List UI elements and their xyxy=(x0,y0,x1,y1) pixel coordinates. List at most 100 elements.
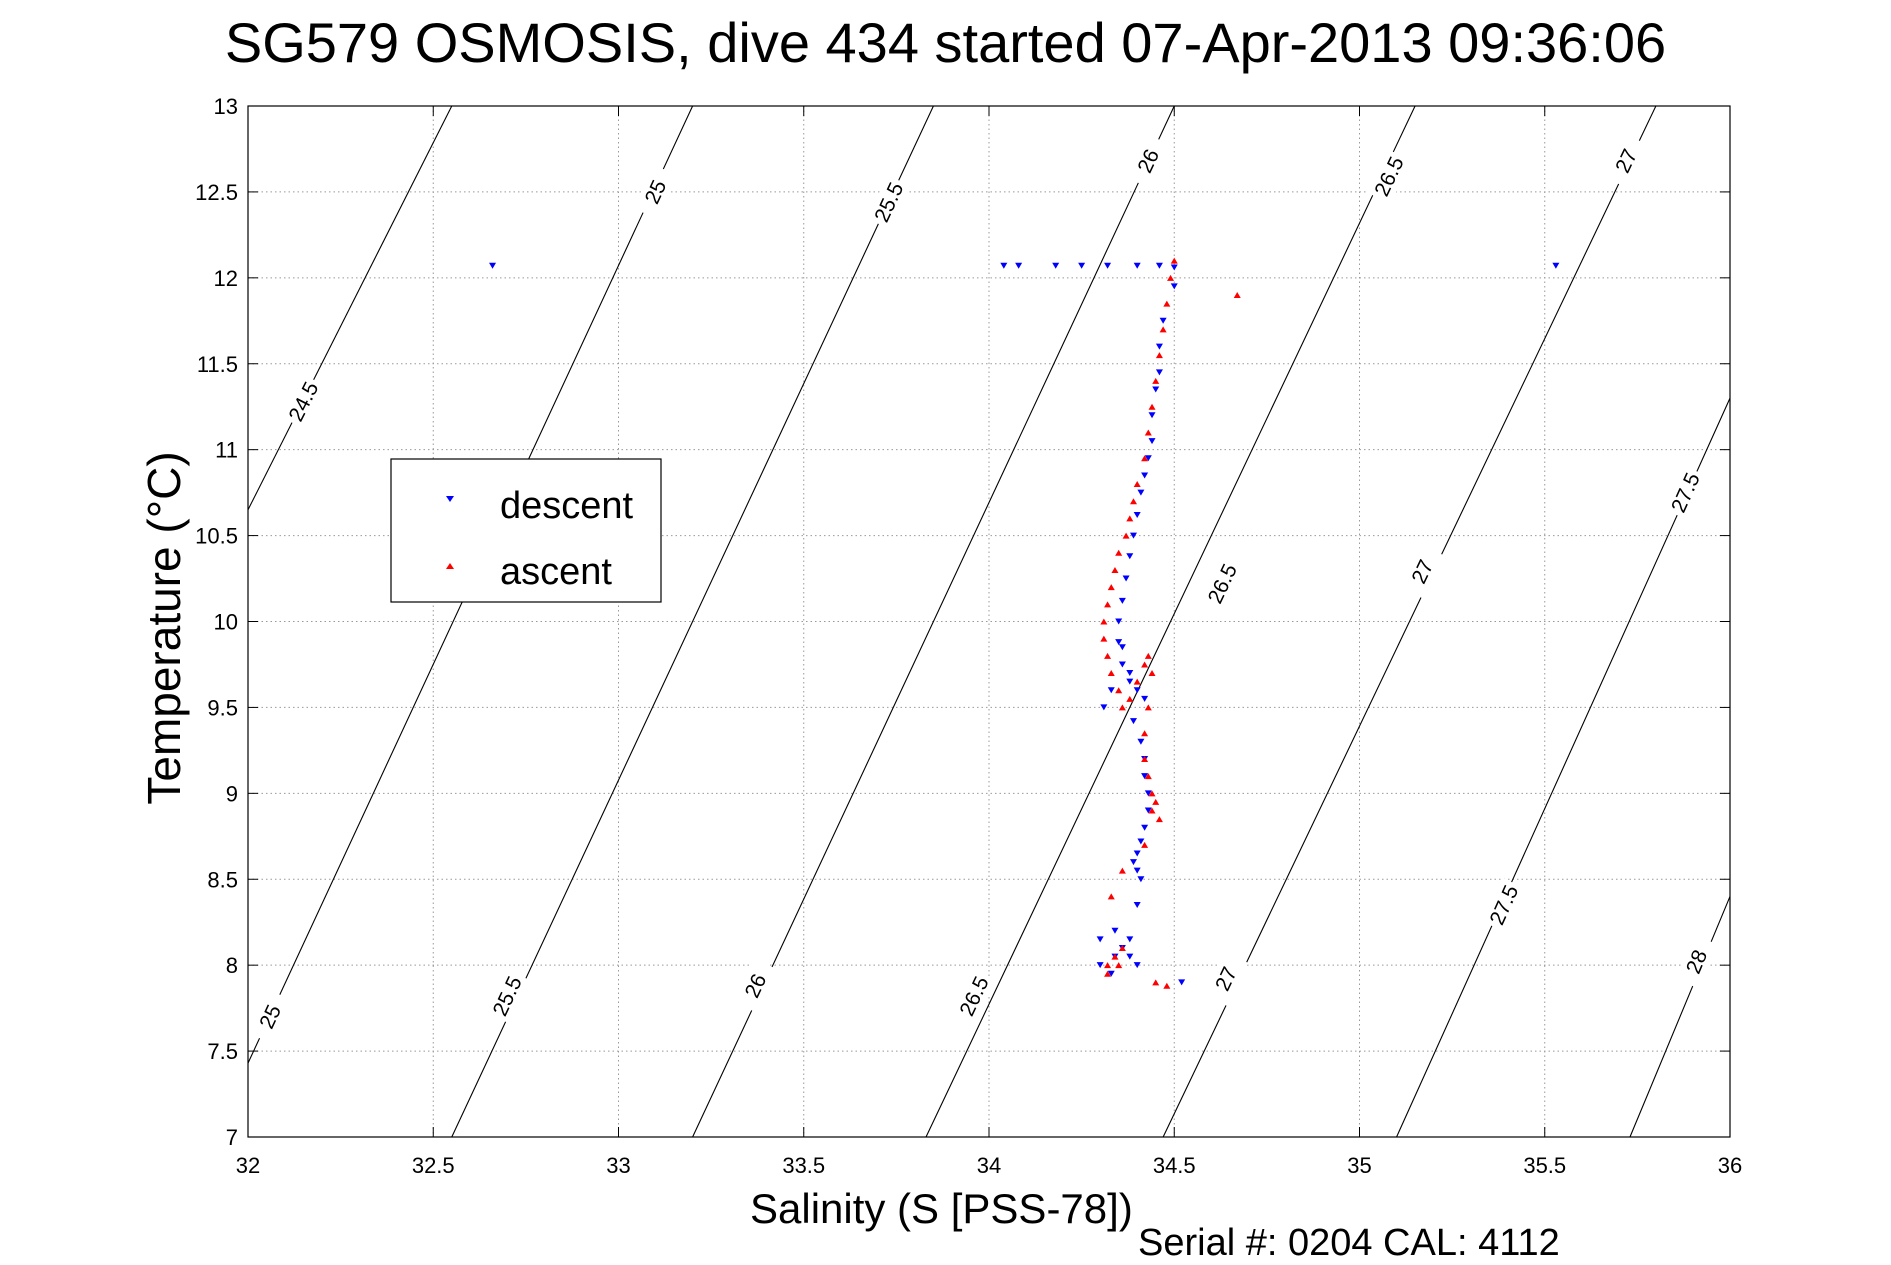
descent-point xyxy=(1133,902,1141,909)
contour-label-bg xyxy=(1400,544,1445,599)
ascent-point xyxy=(1167,274,1175,281)
density-contour-line xyxy=(1396,397,1731,1138)
descent-point xyxy=(1170,264,1178,271)
legend: descent ascent xyxy=(390,458,662,603)
descent-point xyxy=(1078,262,1086,269)
descent-point xyxy=(1133,867,1141,874)
descent-point xyxy=(1104,262,1112,269)
ascent-point xyxy=(1133,481,1141,488)
density-contour-line xyxy=(692,105,1175,1138)
contour-label-bg xyxy=(1663,465,1708,520)
ascent-point xyxy=(1155,816,1163,823)
descent-point xyxy=(1107,687,1115,694)
y-tick-label: 12 xyxy=(214,266,238,291)
y-tick-label: 7.5 xyxy=(207,1039,238,1064)
ascent-point xyxy=(1144,704,1152,711)
y-tick-label: 10.5 xyxy=(195,524,238,549)
descent-point xyxy=(1126,953,1134,960)
descent-point xyxy=(1015,262,1023,269)
ascent-point xyxy=(1107,893,1115,900)
descent-point xyxy=(1118,644,1126,651)
contour-label-bg xyxy=(1675,934,1718,989)
ascent-point xyxy=(1148,670,1156,677)
x-tick-label: 36 xyxy=(1718,1153,1742,1178)
y-axis-label: Temperature (°C) xyxy=(138,451,190,805)
x-tick-label: 33 xyxy=(606,1153,630,1178)
ascent-point xyxy=(1118,704,1126,711)
x-tick-label: 35 xyxy=(1347,1153,1371,1178)
ascent-point xyxy=(1115,962,1123,969)
descent-point xyxy=(1096,936,1104,943)
y-tick-label: 10 xyxy=(214,610,238,635)
serial-cal-label: Serial #: 0204 CAL: 4112 xyxy=(1138,1222,1560,1264)
ascent-point xyxy=(1115,687,1123,694)
ascent-point xyxy=(1118,867,1126,874)
contour-label-bg xyxy=(1367,149,1412,204)
ascent-point xyxy=(1107,670,1115,677)
descent-point xyxy=(1133,850,1141,857)
descent-point xyxy=(1118,597,1126,604)
y-tick-label: 8 xyxy=(226,953,238,978)
plot-frame xyxy=(247,105,1731,1138)
density-contour-line xyxy=(1629,896,1731,1138)
ascent-point xyxy=(1111,566,1119,573)
descent-point xyxy=(1155,369,1163,376)
contour-label-bg xyxy=(1126,133,1171,189)
descent-point xyxy=(1178,979,1186,986)
y-tick-label: 7 xyxy=(226,1125,238,1150)
descent-point xyxy=(1144,807,1152,814)
ascent-point xyxy=(1144,429,1152,436)
descent-point xyxy=(1133,962,1141,969)
descent-point xyxy=(1129,532,1137,539)
contour-label-bg xyxy=(733,958,778,1014)
descent-point xyxy=(1126,670,1134,677)
x-tick-label: 34 xyxy=(977,1153,1001,1178)
descent-point xyxy=(1129,859,1137,866)
descent-point xyxy=(1141,773,1149,780)
grid xyxy=(248,106,1730,1137)
descent-point xyxy=(1141,695,1149,702)
ascent-point xyxy=(1118,944,1126,951)
descent-point xyxy=(1126,553,1134,560)
y-tick-label: 9 xyxy=(226,781,238,806)
descent-point xyxy=(1129,718,1137,725)
descent-point xyxy=(1126,936,1134,943)
ascent-point xyxy=(1100,635,1108,642)
x-tick-label: 35.5 xyxy=(1523,1153,1566,1178)
x-tick-label: 32 xyxy=(236,1153,260,1178)
descent-point xyxy=(1152,386,1160,393)
ascent-point xyxy=(1122,532,1130,539)
contour-label-bg xyxy=(633,164,678,220)
ascent-point xyxy=(1115,549,1123,556)
descent-point xyxy=(1155,262,1163,269)
contour-label-bg xyxy=(1604,133,1649,189)
descent-point xyxy=(1148,412,1156,419)
ascent-point xyxy=(1163,300,1171,307)
x-tick-label: 32.5 xyxy=(412,1153,455,1178)
ascent-point xyxy=(1141,755,1149,762)
descent-point xyxy=(1137,876,1145,883)
descent-point xyxy=(1144,790,1152,797)
y-tick-label: 11 xyxy=(215,438,238,463)
x-axis-label: Salinity (S [PSS-78]) xyxy=(750,1185,1133,1232)
ascent-point xyxy=(1104,970,1112,977)
x-tick-label: 34.5 xyxy=(1153,1153,1196,1178)
descent-point xyxy=(1052,262,1060,269)
density-contour-line xyxy=(247,105,453,511)
contour-label-bg xyxy=(1482,877,1526,933)
contour-label-bg xyxy=(952,968,997,1024)
ascent-point xyxy=(1129,498,1137,505)
ascent-point xyxy=(1133,678,1141,685)
ascent-point xyxy=(1152,377,1160,384)
descent-point xyxy=(1133,687,1141,694)
density-contour-line xyxy=(451,105,934,1138)
descent-point xyxy=(1137,489,1145,496)
x-tick-label: 33.5 xyxy=(782,1153,825,1178)
contour-label-bg xyxy=(1204,951,1249,1007)
descent-point xyxy=(1096,962,1104,969)
descent-point xyxy=(1144,455,1152,462)
chart-title: SG579 OSMOSIS, dive 434 started 07-Apr-2… xyxy=(224,11,1667,74)
ascent-point xyxy=(1163,982,1171,989)
legend-descent-label: descent xyxy=(500,485,634,527)
